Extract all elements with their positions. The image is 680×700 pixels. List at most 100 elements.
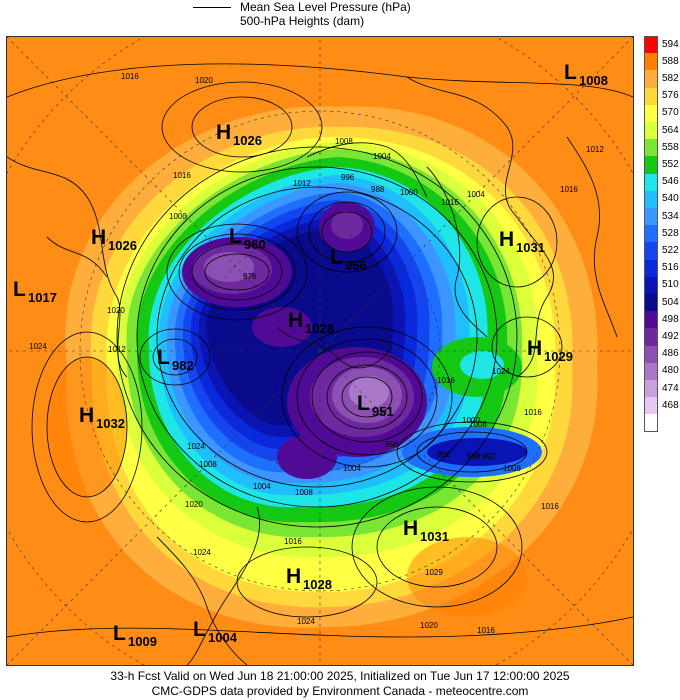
isobar-label: 1012 [108, 345, 126, 354]
pressure-system: H 1031 [403, 517, 449, 544]
pressure-system: L 956 [330, 246, 367, 273]
isobar-label: 1016 [121, 72, 139, 81]
pressure-system-type: H [286, 565, 301, 588]
forecast-valid-text: 33-h Fcst Valid on Wed Jun 18 21:00:00 2… [110, 669, 570, 683]
pressure-system: L 1017 [13, 278, 57, 305]
isobars [7, 63, 633, 638]
colorbar-label: 552 [662, 159, 679, 170]
colorbar-label: 558 [662, 141, 679, 153]
pressure-system: L 951 [357, 392, 394, 419]
isobar-label: 988 [371, 185, 385, 194]
mslp-legend-line [193, 7, 231, 8]
colorbar-label: 582 [662, 73, 679, 84]
colorbar-swatch [644, 208, 658, 226]
pressure-system: L 1009 [113, 622, 157, 649]
colorbar-swatch [644, 87, 658, 105]
isobar-label: 976 [243, 272, 257, 281]
pressure-system-type: L [357, 392, 370, 415]
isobar-label: 1020 [185, 500, 203, 509]
isobar-label: 996 [341, 173, 355, 182]
colorbar-label: 510 [662, 279, 679, 291]
pressure-system-type: H [499, 228, 514, 251]
map-header: Mean Sea Level Pressure (hPa) 500-hPa He… [0, 0, 680, 36]
pressure-system-type: L [193, 618, 206, 641]
colorbar-swatch [644, 328, 658, 346]
weather-map: L 1008 H 1026 H 1026 L 960 L 956 H 1031 L 1017 … [6, 36, 634, 666]
colorbar-swatch [644, 104, 658, 122]
height-shading [47, 106, 598, 628]
data-credit-text: CMC-GDPS data provided by Environment Ca… [151, 684, 529, 698]
pressure-systems: L 1008 H 1026 H 1026 L 960 L 956 H 1031 L 1017 … [13, 61, 608, 649]
colorbar-swatch [644, 414, 658, 432]
pressure-system: L 960 [229, 225, 266, 252]
colorbar-swatch [644, 190, 658, 208]
colorbar-label: 534 [662, 210, 679, 222]
colorbar-swatch [644, 311, 658, 329]
colorbar-swatch [644, 156, 658, 174]
pressure-system: H 1028 [286, 565, 332, 592]
pressure-system-value: 1008 [579, 73, 608, 88]
isobar-label: 1004 [467, 190, 485, 199]
colorbar-label: 468 [662, 399, 679, 411]
colorbar-swatch [644, 173, 658, 191]
isobar-label: 1008 [469, 420, 487, 429]
isobar-label: 1008 [199, 460, 217, 469]
isobar-label: 992 [437, 450, 451, 459]
colorbar-swatch [644, 276, 658, 294]
isobar-label: 1024 [492, 367, 510, 376]
pressure-system-value: 1026 [233, 133, 262, 148]
colorbar-label: 588 [662, 55, 679, 67]
isobar-label: 1016 [541, 502, 559, 511]
colorbar-swatch [644, 36, 658, 54]
pressure-system-type: H [403, 517, 418, 540]
pressure-system: L 1008 [564, 61, 608, 88]
pressure-system-value: 1017 [28, 290, 57, 305]
isobar-label: 1024 [297, 617, 315, 626]
pressure-system-type: H [216, 121, 231, 144]
isobar-label: 1004 [253, 482, 271, 491]
pressure-system: L 982 [157, 346, 194, 373]
isobar-label: 1000 [400, 188, 418, 197]
pressure-system-value: 1028 [305, 321, 334, 336]
pressure-system-type: L [113, 622, 126, 645]
colorbar-label: 594 [662, 38, 679, 50]
isobar-labels: 1016 1020 1008 1004 1016 1012 996 988 10… [29, 72, 604, 635]
isobar-label: 1004 [373, 152, 391, 161]
heights-legend-label: 500-hPa Heights (dam) [240, 14, 365, 28]
colorbar-swatch [644, 122, 658, 140]
colorbar-label: 474 [662, 382, 679, 394]
colorbar-label: 498 [662, 313, 679, 325]
pressure-system-type: L [13, 278, 26, 301]
isobar-label: 1024 [193, 548, 211, 557]
isobar-label: 1016 [437, 376, 455, 385]
isobar-label: 1008 [295, 488, 313, 497]
pressure-system-value: 951 [372, 404, 394, 419]
mslp-legend-label: Mean Sea Level Pressure (hPa) [240, 0, 411, 14]
colorbar-swatch [644, 259, 658, 277]
colorbar-swatch [644, 70, 658, 88]
pressure-system-value: 982 [172, 358, 194, 373]
pressure-system: L 1004 [193, 618, 238, 645]
colorbar-label: 546 [662, 176, 679, 188]
pressure-system: H 1026 [216, 121, 262, 148]
pressure-system-type: H [288, 309, 303, 332]
pressure-system-type: L [564, 61, 577, 84]
pressure-system-type: L [157, 346, 170, 369]
pressure-system-type: L [229, 225, 242, 248]
pressure-system-value: 1028 [303, 577, 332, 592]
isobar-label: 1020 [195, 76, 213, 85]
isobar-label: 1008 [503, 464, 521, 473]
isobar-label: 1012 [293, 179, 311, 188]
colorbar-swatch [644, 362, 658, 380]
pressure-system-value: 1031 [420, 529, 449, 544]
isobar-label: 1024 [29, 342, 47, 351]
pressure-system-type: H [91, 226, 106, 249]
isobar-label: 956 [385, 440, 399, 449]
pressure-system-value: 1004 [208, 630, 238, 645]
isobar-label: 1016 [284, 537, 302, 546]
isobar-label: 1020 [420, 621, 438, 630]
isobar-label: 1008 [335, 137, 353, 146]
isobar-label: 1016 [173, 171, 191, 180]
pressure-system-type: L [330, 246, 343, 269]
colorbar-label: 504 [662, 296, 679, 308]
